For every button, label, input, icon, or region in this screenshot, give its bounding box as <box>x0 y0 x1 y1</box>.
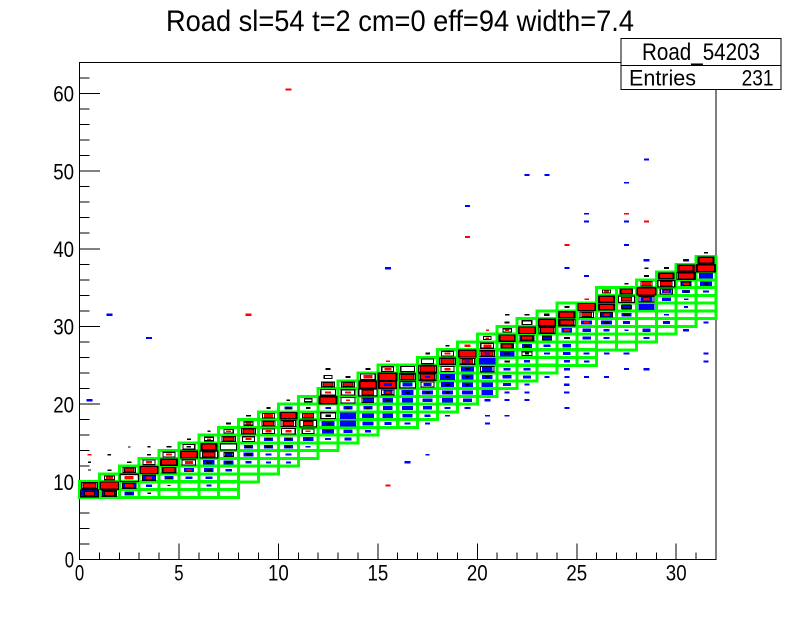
svg-text:15: 15 <box>368 561 389 586</box>
svg-text:Entries: Entries <box>629 65 696 90</box>
svg-text:25: 25 <box>566 561 587 586</box>
svg-text:30: 30 <box>666 561 687 586</box>
svg-text:20: 20 <box>467 561 488 586</box>
svg-text:Road_54203: Road_54203 <box>642 39 760 66</box>
svg-text:30: 30 <box>53 315 74 340</box>
svg-text:40: 40 <box>53 237 74 262</box>
svg-text:0: 0 <box>65 548 74 573</box>
svg-text:50: 50 <box>53 159 74 184</box>
svg-text:60: 60 <box>53 82 74 107</box>
svg-text:231: 231 <box>742 65 774 90</box>
svg-text:Road sl=54 t=2 cm=0 eff=94 wid: Road sl=54 t=2 cm=0 eff=94 width=7.4 <box>166 5 634 38</box>
svg-text:10: 10 <box>53 470 74 495</box>
svg-text:10: 10 <box>268 561 289 586</box>
svg-text:20: 20 <box>53 392 74 417</box>
svg-text:0: 0 <box>75 561 84 586</box>
svg-text:5: 5 <box>174 561 183 586</box>
